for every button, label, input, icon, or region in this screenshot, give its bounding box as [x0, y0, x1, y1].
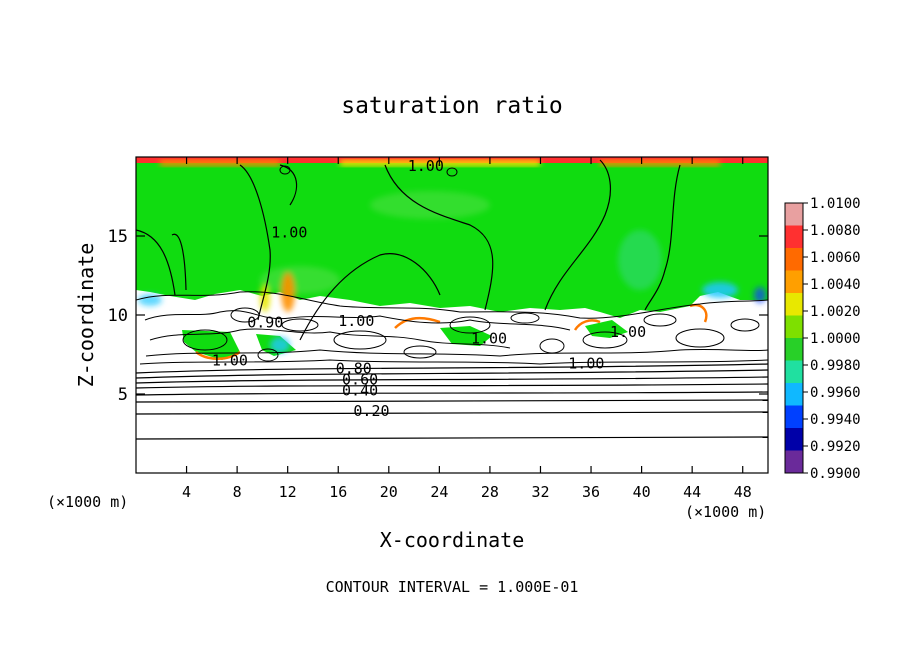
contour-label: 0.40 — [342, 382, 378, 400]
x-tick-label: 32 — [531, 483, 549, 501]
colorbar-swatch — [785, 225, 803, 249]
x-tick-label: 36 — [582, 483, 600, 501]
y-axis-label: Z-coordinate — [74, 243, 98, 388]
x-tick-label: 12 — [279, 483, 297, 501]
contour-label: 1.00 — [568, 355, 604, 373]
colorbar-swatch — [785, 203, 803, 226]
y-tick-label: 10 — [108, 306, 128, 326]
colorbar-label: 1.0020 — [810, 304, 861, 320]
colorbar-label: 1.0080 — [810, 223, 861, 239]
saturated-patch — [182, 330, 240, 360]
chart-title: saturation ratio — [341, 93, 563, 119]
x-tick-label: 24 — [430, 483, 448, 501]
field-shading — [138, 191, 766, 353]
x-unit-left: (×1000 m) — [47, 493, 128, 511]
contour-lines — [136, 159, 768, 440]
colorbar-swatch — [785, 405, 803, 429]
x-tick-label: 8 — [233, 483, 242, 501]
colorbar-swatch — [785, 383, 803, 406]
x-tick-label: 20 — [380, 483, 398, 501]
colorbar-label: 1.0100 — [810, 196, 861, 212]
colorbar-label: 0.9920 — [810, 439, 861, 455]
y-axis: 5 10 15 — [108, 227, 768, 405]
colorbar-label: 0.9960 — [810, 385, 861, 401]
colorbar: 1.0100 1.0080 1.0060 1.0040 1.0020 1.0000 0.99… — [784, 196, 861, 482]
contour-interval-note: CONTOUR INTERVAL = 1.000E-01 — [326, 578, 579, 596]
contour-label: 0.60 — [342, 371, 378, 389]
contour-label: 1.00 — [338, 312, 374, 330]
colorbar-swatch — [785, 450, 803, 474]
x-tick-label: 40 — [633, 483, 651, 501]
x-axis-label: X-coordinate — [380, 528, 525, 552]
x-axis: 4 8 12 16 20 24 28 32 36 40 44 48 — [182, 157, 752, 501]
y-tick-label: 5 — [118, 385, 128, 405]
plot-area — [136, 157, 768, 473]
contour-label: 0.80 — [336, 359, 372, 377]
colorbar-label: 1.0040 — [810, 277, 861, 293]
colorbar-label: 0.9980 — [810, 358, 861, 374]
x-tick-label: 48 — [734, 483, 752, 501]
contour-label: 0.90 — [247, 314, 283, 332]
cloud-contours — [136, 165, 768, 365]
contour-label: 1.00 — [408, 157, 444, 175]
colorbar-swatch — [785, 338, 803, 361]
colorbar-swatch — [785, 428, 803, 451]
colorbar-swatch — [785, 315, 803, 339]
x-unit-right: (×1000 m) — [685, 503, 766, 521]
x-tick-label: 16 — [329, 483, 347, 501]
cloud-edge — [195, 303, 708, 360]
contour-label: 1.00 — [212, 352, 248, 370]
colorbar-swatch — [785, 270, 803, 294]
saturated-patch — [440, 326, 492, 346]
colorbar-label: 1.0060 — [810, 250, 861, 266]
y-tick-label: 15 — [108, 227, 128, 247]
colorbar-swatch — [785, 248, 803, 271]
x-tick-label: 28 — [481, 483, 499, 501]
colorbar-label: 0.9940 — [810, 412, 861, 428]
colorbar-swatch — [785, 360, 803, 384]
colorbar-swatch — [785, 293, 803, 316]
x-tick-label: 44 — [683, 483, 701, 501]
contour-label: 1.00 — [471, 329, 507, 347]
x-tick-label: 4 — [182, 483, 191, 501]
colorbar-label: 0.9900 — [810, 466, 861, 482]
contour-label: 0.20 — [353, 402, 389, 420]
contour-label: 1.00 — [610, 323, 646, 341]
contour-label-layer: 1.00 1.00 0.90 1.00 1.00 1.00 1.00 1.00 0.800.60… — [212, 157, 646, 420]
colorbar-label: 1.0000 — [810, 331, 861, 347]
contour-label: 1.00 — [271, 224, 307, 242]
